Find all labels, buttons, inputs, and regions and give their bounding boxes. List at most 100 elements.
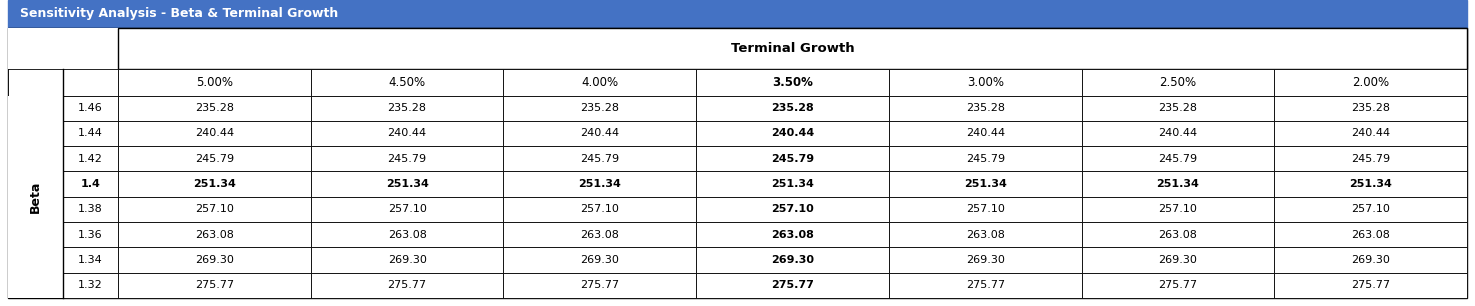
Text: 5.00%: 5.00%: [196, 76, 233, 88]
Bar: [503, 171, 696, 197]
Bar: [503, 69, 696, 95]
Text: 1.36: 1.36: [78, 230, 103, 240]
Text: 235.28: 235.28: [966, 103, 1004, 113]
Bar: [1274, 121, 1468, 146]
Bar: [696, 222, 889, 247]
Bar: [696, 95, 889, 121]
Text: 240.44: 240.44: [771, 129, 814, 139]
Text: 275.77: 275.77: [388, 280, 426, 290]
Text: 240.44: 240.44: [195, 129, 235, 139]
Bar: [889, 69, 1081, 95]
Bar: [7, 95, 63, 121]
Bar: [696, 197, 889, 222]
Bar: [311, 273, 503, 298]
Bar: [118, 95, 311, 121]
Text: 269.30: 269.30: [771, 255, 814, 265]
Text: 1.4: 1.4: [81, 179, 100, 189]
Text: 1.34: 1.34: [78, 255, 103, 265]
Bar: [7, 171, 63, 197]
Bar: [696, 273, 889, 298]
Bar: [503, 95, 696, 121]
Bar: [7, 0, 1468, 28]
Text: Terminal Growth: Terminal Growth: [730, 42, 854, 55]
Text: 240.44: 240.44: [966, 129, 1004, 139]
Bar: [7, 69, 118, 95]
Bar: [7, 28, 118, 69]
Bar: [63, 95, 118, 121]
Text: 275.77: 275.77: [195, 280, 235, 290]
Bar: [7, 146, 63, 171]
Text: 2.00%: 2.00%: [1353, 76, 1389, 88]
Bar: [1274, 146, 1468, 171]
Text: 251.34: 251.34: [1156, 179, 1199, 189]
Bar: [63, 222, 118, 247]
Text: 251.34: 251.34: [771, 179, 814, 189]
Text: 245.79: 245.79: [195, 154, 235, 164]
Text: 235.28: 235.28: [771, 103, 814, 113]
Bar: [7, 222, 63, 247]
Bar: [503, 222, 696, 247]
Text: 263.08: 263.08: [1351, 230, 1389, 240]
Text: 4.00%: 4.00%: [581, 76, 618, 88]
Text: 263.08: 263.08: [580, 230, 620, 240]
Text: 257.10: 257.10: [966, 204, 1004, 215]
Text: 235.28: 235.28: [580, 103, 620, 113]
Text: 235.28: 235.28: [195, 103, 235, 113]
Bar: [1081, 273, 1274, 298]
Bar: [63, 146, 118, 171]
Bar: [1274, 197, 1468, 222]
Bar: [503, 273, 696, 298]
Text: 1.38: 1.38: [78, 204, 103, 215]
Bar: [1274, 69, 1468, 95]
Bar: [1081, 222, 1274, 247]
Bar: [7, 247, 63, 273]
Text: 275.77: 275.77: [966, 280, 1004, 290]
Bar: [503, 146, 696, 171]
Text: 240.44: 240.44: [580, 129, 620, 139]
Text: 269.30: 269.30: [966, 255, 1004, 265]
Bar: [118, 171, 311, 197]
Text: 1.32: 1.32: [78, 280, 103, 290]
Text: 1.42: 1.42: [78, 154, 103, 164]
Text: 235.28: 235.28: [388, 103, 426, 113]
Bar: [311, 146, 503, 171]
Text: 257.10: 257.10: [195, 204, 235, 215]
Text: 3.50%: 3.50%: [771, 76, 813, 88]
Text: Sensitivity Analysis - Beta & Terminal Growth: Sensitivity Analysis - Beta & Terminal G…: [21, 8, 338, 21]
Bar: [696, 121, 889, 146]
Bar: [889, 222, 1081, 247]
Text: 240.44: 240.44: [1351, 129, 1391, 139]
Bar: [118, 146, 311, 171]
Bar: [118, 247, 311, 273]
Text: 275.77: 275.77: [771, 280, 814, 290]
Text: 3.00%: 3.00%: [966, 76, 1003, 88]
Bar: [503, 247, 696, 273]
Bar: [1274, 222, 1468, 247]
Text: 251.34: 251.34: [1350, 179, 1392, 189]
Bar: [503, 197, 696, 222]
Bar: [63, 247, 118, 273]
Bar: [1274, 247, 1468, 273]
Text: 245.79: 245.79: [771, 154, 814, 164]
Bar: [1081, 247, 1274, 273]
Bar: [1274, 95, 1468, 121]
Bar: [7, 28, 1468, 298]
Text: 263.08: 263.08: [195, 230, 235, 240]
Bar: [503, 121, 696, 146]
Bar: [1081, 121, 1274, 146]
Bar: [118, 197, 311, 222]
Text: 251.34: 251.34: [963, 179, 1006, 189]
Text: 235.28: 235.28: [1158, 103, 1198, 113]
Bar: [63, 273, 118, 298]
Bar: [1274, 273, 1468, 298]
Bar: [7, 197, 63, 222]
Text: 269.30: 269.30: [388, 255, 426, 265]
Bar: [118, 222, 311, 247]
Bar: [118, 273, 311, 298]
Text: 4.50%: 4.50%: [388, 76, 426, 88]
Bar: [1081, 171, 1274, 197]
Bar: [696, 247, 889, 273]
Bar: [889, 197, 1081, 222]
Text: 275.77: 275.77: [1351, 280, 1391, 290]
Text: 251.34: 251.34: [385, 179, 429, 189]
